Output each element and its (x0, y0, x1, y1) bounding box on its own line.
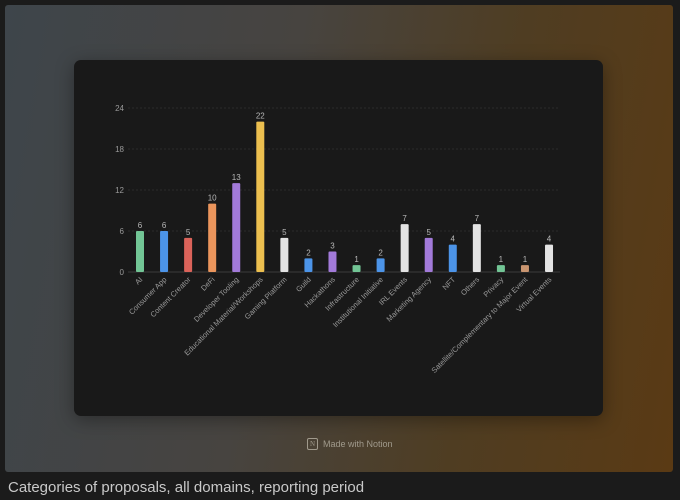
data-label: 1 (499, 255, 504, 264)
data-label: 2 (306, 248, 311, 257)
bar (352, 265, 361, 272)
data-label: 3 (330, 242, 335, 251)
bar (400, 224, 409, 272)
bar (520, 265, 529, 272)
data-label: 6 (138, 221, 143, 230)
x-tick-label: Gaming Platform (243, 275, 289, 321)
bar (160, 231, 169, 272)
x-tick-label: Others (459, 275, 481, 297)
y-tick-label: 12 (115, 186, 124, 195)
notion-logo-icon: N (307, 438, 318, 450)
bar (545, 244, 554, 272)
data-label: 5 (282, 228, 287, 237)
bar (136, 231, 144, 272)
data-label: 5 (186, 228, 191, 237)
data-label: 4 (547, 235, 552, 244)
bar (448, 244, 457, 272)
y-tick-label: 6 (120, 227, 125, 236)
bar (232, 183, 241, 272)
bar (208, 203, 217, 272)
data-label: 1 (523, 255, 528, 264)
data-label: 1 (354, 255, 359, 264)
bar (496, 265, 505, 272)
data-label: 4 (451, 235, 456, 244)
bar (280, 237, 289, 272)
data-label: 7 (402, 214, 407, 223)
bar (256, 121, 265, 273)
bar (472, 224, 481, 272)
data-label: 6 (162, 221, 167, 230)
y-tick-label: 24 (115, 104, 124, 113)
x-tick-label: AI (133, 275, 144, 286)
image-caption: Categories of proposals, all domains, re… (8, 479, 365, 496)
bar (184, 237, 193, 272)
data-label: 10 (208, 194, 217, 203)
data-label: 2 (378, 248, 383, 257)
bar (328, 251, 337, 272)
bar (304, 258, 313, 272)
data-label: 5 (426, 228, 431, 237)
made-with-notion-label: Made with Notion (323, 439, 393, 449)
data-label: 22 (256, 112, 265, 121)
x-tick-label: Guild (294, 275, 313, 294)
y-tick-label: 18 (115, 145, 124, 154)
x-tick-label: DeFi (199, 275, 217, 293)
y-tick-label: 0 (120, 268, 125, 277)
bar (376, 258, 385, 272)
x-tick-label: NFT (441, 275, 458, 292)
x-tick-label: Marketing Agency (385, 275, 434, 324)
bar (424, 237, 433, 272)
data-label: 13 (232, 173, 241, 182)
data-label: 7 (475, 214, 480, 223)
made-with-notion-badge[interactable]: N Made with Notion (307, 438, 393, 450)
